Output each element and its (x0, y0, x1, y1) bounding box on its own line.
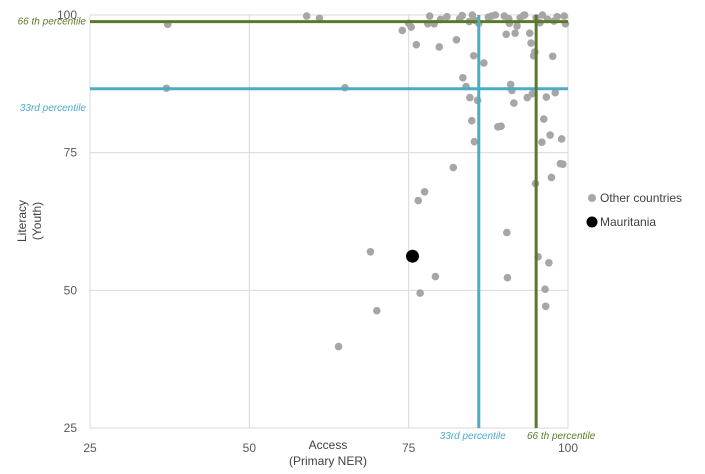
y-tick-label: 25 (64, 421, 78, 435)
y-tick-label: 50 (64, 283, 78, 297)
y-axis-subtitle: (Youth) (30, 202, 44, 240)
x-axis-title: Access (309, 438, 348, 452)
point-other-country (334, 342, 343, 351)
x-axis-subtitle: (Primary NER) (289, 454, 367, 468)
point-other-country (503, 228, 511, 237)
y-percentile-label: 33rd percentile (20, 103, 87, 114)
point-other-country (547, 173, 556, 182)
point-other-country (528, 89, 537, 98)
point-other-country (513, 22, 521, 30)
point-other-country (458, 11, 467, 20)
point-other-country (557, 135, 566, 143)
point-other-country (373, 306, 381, 315)
point-other-country (466, 93, 474, 102)
point-other-country (538, 138, 546, 147)
point-other-country (407, 23, 416, 31)
point-other-country (511, 29, 519, 37)
point-other-country (435, 43, 444, 51)
point-other-country (469, 51, 478, 60)
point-other-country (452, 35, 461, 44)
x-tick-label: 50 (243, 441, 257, 455)
point-other-country (553, 12, 561, 21)
x-percentile-label: 33rd percentile (440, 431, 507, 442)
point-other-country (467, 116, 476, 125)
point-mauritania (405, 249, 419, 263)
point-other-country (425, 12, 434, 20)
legend-label-mauritania: Mauritania (600, 215, 656, 229)
tick-labels: 25 50 75 100 25 50 75 100 (57, 8, 578, 455)
x-tick-label: 75 (402, 441, 416, 455)
point-other-country (366, 247, 375, 256)
point-other-country (412, 40, 421, 49)
x-percentile-label: 66 th percentile (527, 431, 596, 442)
point-other-country (538, 11, 547, 19)
legend-label-other-countries: Other countries (600, 191, 682, 205)
point-other-country (431, 272, 440, 281)
point-other-country (502, 30, 510, 39)
point-other-country (525, 29, 534, 37)
point-other-country (551, 88, 560, 97)
point-other-country (497, 122, 505, 131)
point-other-country (510, 99, 518, 107)
point-other-country (539, 115, 548, 123)
point-other-country (398, 26, 407, 35)
x-tick-label: 25 (83, 441, 97, 455)
point-other-country (416, 289, 424, 297)
point-other-country (414, 196, 423, 205)
point-other-country (545, 259, 553, 267)
point-other-country (468, 11, 477, 19)
point-other-country (459, 73, 467, 82)
point-other-country (420, 187, 429, 196)
x-tick-label: 100 (558, 441, 578, 455)
point-other-country (503, 273, 512, 282)
y-percentile-label: 66 th percentile (18, 17, 87, 28)
percentile-lines: 33rd percentile 66 th percentile 33rd perc… (18, 15, 596, 442)
point-other-country (527, 39, 535, 47)
gridlines (89, 14, 569, 429)
point-other-country (470, 137, 479, 146)
point-other-country (542, 93, 551, 101)
point-other-country (541, 285, 549, 294)
legend-marker-other-countries (588, 194, 596, 202)
y-axis-title: Literacy (15, 200, 29, 242)
y-axis-title-group: Literacy (Youth) (15, 200, 44, 242)
point-other-country (548, 52, 557, 61)
point-other-country (480, 59, 488, 67)
legend: Other countries Mauritania (586, 191, 682, 229)
y-tick-label: 75 (64, 146, 78, 160)
point-other-country (520, 11, 529, 19)
point-other-country (302, 12, 311, 20)
data-points (162, 11, 570, 351)
point-other-country (443, 12, 451, 21)
point-other-country (506, 80, 515, 89)
legend-marker-mauritania (586, 216, 598, 228)
point-other-country (491, 11, 500, 19)
y-tick-label: 100 (57, 8, 77, 22)
point-other-country (449, 163, 458, 172)
point-other-country (541, 302, 550, 311)
point-other-country (560, 12, 568, 20)
point-other-country (546, 131, 554, 139)
point-other-country (559, 160, 567, 169)
